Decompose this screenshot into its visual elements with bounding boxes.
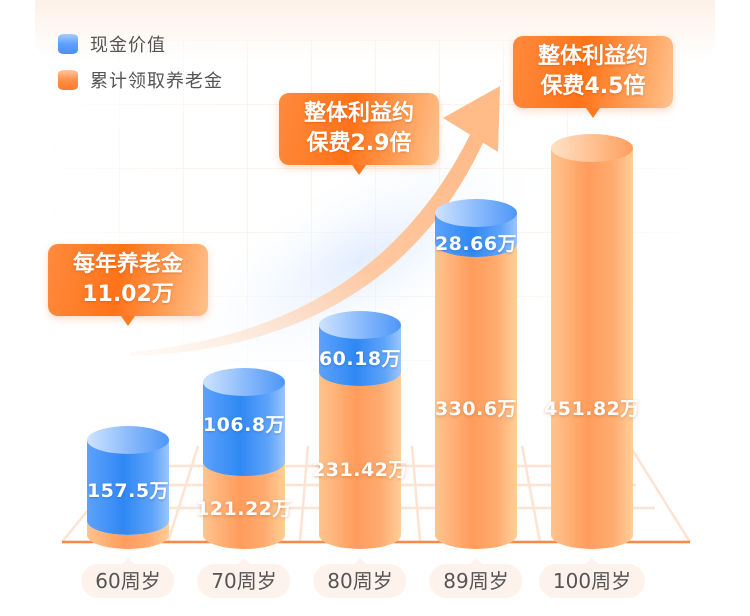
bar-80 <box>319 311 401 549</box>
bar-70-pension: 121.22万 <box>196 498 292 520</box>
bar-80-pension: 231.42万 <box>312 459 408 481</box>
callout-line2: 保费4.5倍 <box>540 74 646 99</box>
bar-70-cash-value: 106.8万 <box>202 414 286 436</box>
legend-item-pension: 累计领取养老金 <box>58 62 223 98</box>
callout-annual-pension: 每年养老金 11.02万 <box>48 244 208 326</box>
callout-line1: 整体利益约 <box>303 101 414 126</box>
x-label-70: 70周岁 <box>197 558 291 598</box>
blue-cylinder-icon <box>58 34 78 54</box>
bar-89-cash-value: 28.66万 <box>434 233 518 255</box>
callout-benefit-2-9x: 整体利益约 保费2.9倍 <box>279 93 439 175</box>
bar-60-cash-value: 157.5万 <box>86 480 170 502</box>
bar-60 <box>87 426 169 549</box>
bar-100 <box>551 134 633 549</box>
callout-benefit-4-5x: 整体利益约 保费4.5倍 <box>513 36 673 118</box>
growth-arrow-icon <box>130 86 500 356</box>
callout-line2: 保费2.9倍 <box>306 131 412 156</box>
x-label-60: 60周岁 <box>81 558 175 598</box>
callout-line1: 每年养老金 <box>72 252 183 277</box>
bar-89-pension: 330.6万 <box>434 398 518 420</box>
bar-89 <box>435 199 517 549</box>
legend-item-cash-value: 现金价值 <box>58 26 223 62</box>
callout-line1: 整体利益约 <box>537 44 648 69</box>
orange-cylinder-icon <box>58 70 78 90</box>
x-label-89: 89周岁 <box>429 558 523 598</box>
bar-80-cash-value: 60.18万 <box>318 348 402 370</box>
legend-label: 累计领取养老金 <box>90 71 223 92</box>
legend-label: 现金价值 <box>90 35 166 56</box>
x-label-100: 100周岁 <box>538 558 646 598</box>
bar-70 <box>203 368 285 549</box>
legend: 现金价值 累计领取养老金 <box>58 26 223 98</box>
x-label-80: 80周岁 <box>313 558 407 598</box>
callout-line2: 11.02万 <box>82 282 174 307</box>
bar-100-pension: 451.82万 <box>544 398 640 420</box>
